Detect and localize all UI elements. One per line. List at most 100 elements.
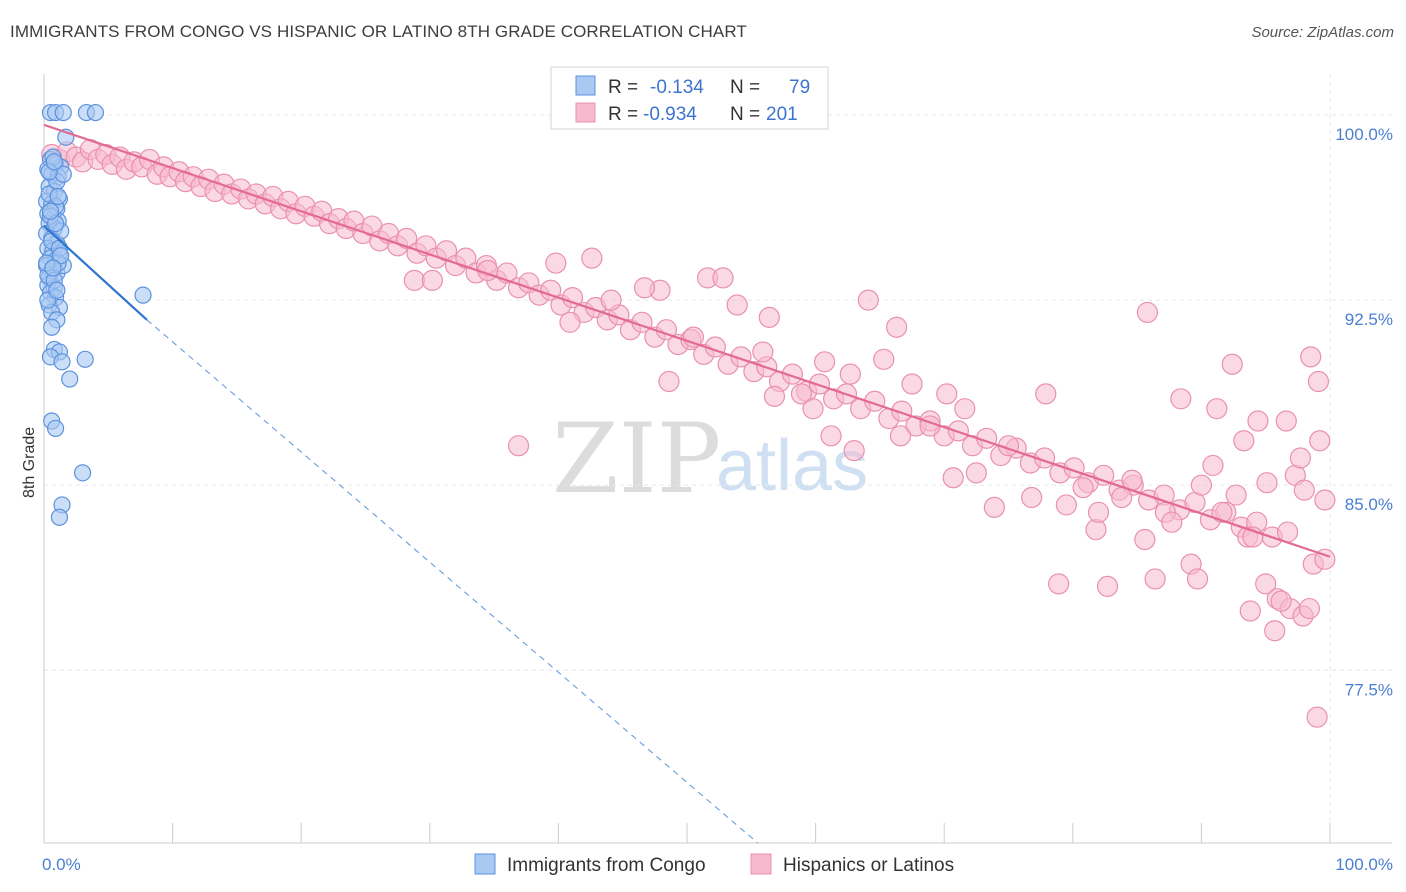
legend-n-value-2: 201 [766,104,798,125]
hispanic-point [1111,486,1133,509]
hispanic-point [1275,410,1297,432]
hispanic-point [1256,472,1278,494]
hispanic-point [839,363,861,385]
legend-bottom-congo-swatch [474,853,496,875]
hispanic-point [1247,410,1269,432]
hispanic-point [1206,398,1228,420]
hispanic-point [758,306,780,328]
hispanic-point [1239,600,1261,622]
legend-r-value-1: -0.134 [650,77,704,98]
congo-point [43,318,61,336]
hispanic-point [790,383,813,405]
hispanic-point [1293,479,1315,501]
congo-point [134,286,152,304]
congo-point [45,153,63,171]
congo-trend-line [43,225,148,321]
hispanic-point [540,279,562,301]
hispanic-point [633,277,656,299]
congo-point [54,103,72,122]
hispanic-point [1048,573,1070,595]
hispanic-point [752,341,774,363]
legend-top: R = -0.134 N = 79 R = -0.934 N = 201 [550,66,829,130]
source-label: Source: ZipAtlas.com [1251,24,1394,41]
congo-point [61,370,79,388]
hispanic-point [886,316,908,338]
hispanic-point [1072,477,1094,499]
y-tick-label: 100.0% [1335,125,1393,144]
hispanic-point [965,462,987,484]
hispanic-point [873,348,895,370]
hispanic-point [1144,568,1166,590]
y-tick-label: 92.5% [1345,310,1393,329]
hispanic-point [1087,501,1110,523]
hispanic-point [1270,590,1292,612]
hispanic-point [891,400,913,422]
hispanic-point [814,351,836,373]
hispanic-point [1021,486,1043,509]
hispanic-point [781,363,804,385]
hispanic-point [396,227,418,250]
y-axis-label: 8th Grade [21,427,38,498]
legend-congo-swatch [575,75,596,96]
hispanic-point [1309,430,1331,452]
hispanic-point [1134,528,1156,551]
x-tick-labels: 0.0% 100.0% [42,855,1393,874]
hispanic-point [581,247,603,269]
legend-r-label-1: R = [608,77,638,98]
hispanic-point [857,289,879,311]
hispanic-point [600,289,622,311]
hispanic-point [1289,447,1312,469]
hispanic-point [507,435,530,457]
hispanic-point [1170,388,1192,410]
congo-points [37,103,152,526]
hispanic-point [1211,501,1233,523]
hispanic-point [561,287,584,309]
congo-trend-extension [146,319,759,844]
legend-hisp-swatch [575,102,596,123]
watermark-atlas: atlas [716,426,868,506]
hispanic-point [730,346,752,368]
hispanic-trend-line [43,123,1331,558]
congo-point [52,247,70,265]
hispanic-point [1055,494,1077,516]
hispanic-point [820,425,842,447]
legend-n-label-2: N = [730,104,760,125]
hispanic-point [1136,301,1158,324]
hispanic-point [559,311,581,333]
legend-bottom-congo-label: Immigrants from Congo [507,855,706,876]
y-tick-label: 85.0% [1345,495,1393,514]
hispanic-point [1233,430,1255,452]
hispanic-point [421,269,443,291]
hispanic-point [1306,706,1328,728]
congo-point [49,187,67,206]
watermark-zip: ZIP [552,403,721,515]
legend-r-label-2: R = [608,104,638,125]
y-tick-label: 77.5% [1345,680,1393,699]
legend-n-value-1: 79 [789,77,810,98]
hispanic-point [1255,573,1277,595]
hispanic-point [545,252,567,274]
hispanic-point [726,294,748,316]
congo-point [76,350,94,368]
trend-lines [43,123,1331,558]
hispanic-point [954,398,976,420]
hispanic-point [455,247,477,269]
legend-bottom: Immigrants from Congo Hispanics or Latin… [474,853,954,876]
hispanic-point [1264,620,1286,642]
legend-r-value-2: -0.934 [643,104,697,125]
x-tick-label: 0.0% [42,855,81,874]
hispanic-point [1096,575,1119,597]
hispanic-point [1307,370,1330,393]
hispanic-point [808,373,831,395]
chart-title: IMMIGRANTS FROM CONGO VS HISPANIC OR LAT… [10,22,747,41]
hispanic-point [1300,346,1322,368]
hispanic-point [901,373,923,395]
hispanic-point [1298,597,1321,620]
x-tick-label: 100.0% [1335,855,1393,874]
hispanic-point [942,467,964,489]
congo-point [86,103,105,122]
legend-box [550,66,829,130]
hispanic-point [763,385,786,407]
hispanic-point [889,425,912,447]
